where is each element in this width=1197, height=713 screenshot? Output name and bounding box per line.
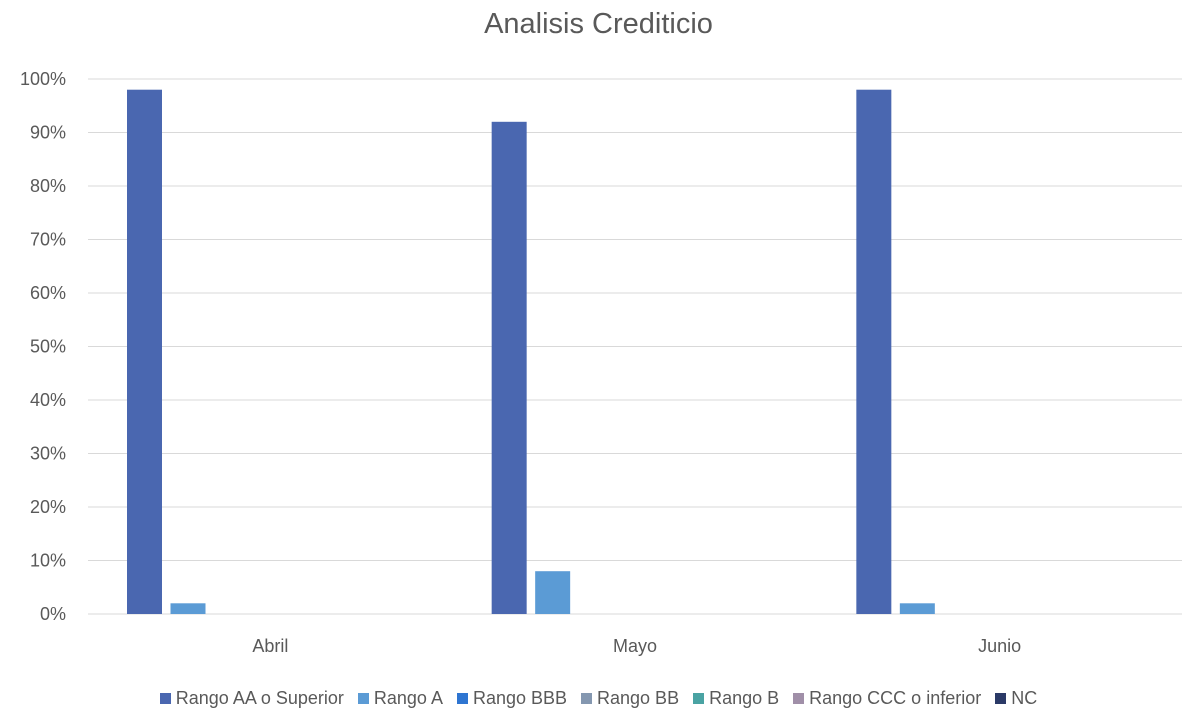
legend-swatch — [581, 693, 593, 704]
legend-label: Rango BBB — [472, 688, 568, 708]
legend-item: Rango AA o Superior — [159, 688, 344, 709]
legend-label: Rango A — [373, 688, 443, 708]
y-tick-label: 30% — [30, 444, 66, 464]
bar — [127, 89, 162, 614]
legend-item: Rango B — [693, 688, 779, 709]
legend-label: Rango CCC o inferior — [809, 688, 982, 708]
legend-item: Rango A — [357, 688, 443, 709]
y-tick-label: 90% — [30, 123, 66, 143]
legend-item: NC — [995, 688, 1037, 709]
legend-item: Rango BBB — [456, 688, 568, 709]
x-tick-label: Mayo — [613, 636, 657, 656]
legend-swatch — [159, 693, 171, 704]
legend-swatch — [793, 693, 805, 704]
y-tick-label: 80% — [30, 176, 66, 196]
y-tick-label: 20% — [30, 497, 66, 517]
legend-label: Rango BB — [597, 688, 680, 708]
y-tick-label: 100% — [20, 69, 66, 89]
y-tick-label: 10% — [30, 551, 66, 571]
legend-swatch — [693, 693, 705, 704]
legend-swatch — [456, 693, 468, 704]
y-tick-label: 40% — [30, 390, 66, 410]
chart-title: Analisis Crediticio — [484, 8, 713, 40]
x-tick-label: Junio — [978, 636, 1021, 656]
legend-label: Rango B — [709, 688, 780, 708]
bar — [899, 603, 935, 614]
y-tick-label: 60% — [30, 283, 66, 303]
legend-swatch — [357, 693, 369, 704]
chart-plot: 0% 10% 20% 30% 40% 50% 60% 70% 80% 90% 100% Abril Ma… — [20, 69, 1182, 656]
legend-item: Rango BB — [581, 688, 679, 709]
legend-item: Rango CCC o inferior — [793, 688, 981, 709]
x-tick-label: Abril — [252, 636, 288, 656]
bar — [856, 89, 892, 614]
legend-swatch — [995, 693, 1007, 704]
bar — [491, 121, 527, 615]
y-tick-label: 0% — [40, 604, 66, 624]
bar — [170, 603, 206, 614]
legend-label: Rango AA o Superior — [175, 688, 344, 708]
bar — [535, 571, 571, 614]
legend-label: NC — [1011, 688, 1038, 708]
y-tick-label: 70% — [30, 230, 66, 250]
y-tick-label: 50% — [30, 337, 66, 357]
chart-legend: Rango AA o Superior Rango A Rango BBB Rango… — [0, 688, 1197, 709]
